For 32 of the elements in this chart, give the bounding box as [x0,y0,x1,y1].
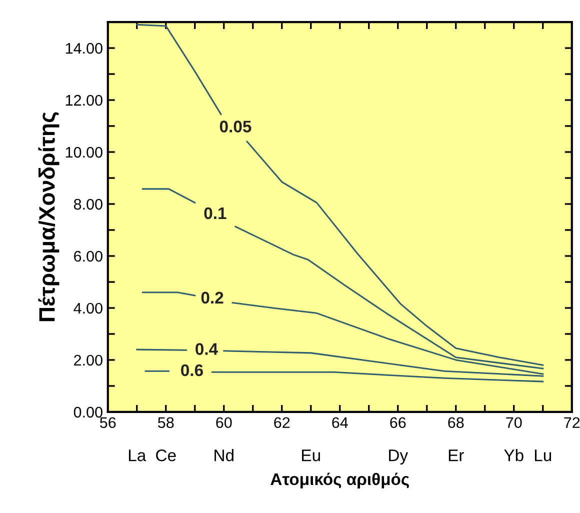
y-tick-label: 8.00 [74,198,102,210]
text: Lu [534,450,552,462]
x-tick-label: 56 [100,417,116,428]
y-tick-label: 6.00 [74,250,102,262]
text: Nd [214,449,234,462]
y-tick-label: 2.00 [74,354,102,366]
y-tick-label: 14.00 [66,42,102,54]
x-axis-title: Ατομικός αριθμός [270,472,409,488]
y-tick-label: 10.00 [66,146,102,158]
x-tick-label: 64 [332,417,348,428]
y-tick-label: 0.00 [74,406,102,418]
text: Dy [389,450,408,465]
x-tick-label: 68 [448,417,464,428]
y-axis-title: Πέτρωμα/Χονδρίτης [38,112,60,322]
x-tick-label: 60 [216,417,232,428]
x-tick-label: 72 [564,417,580,428]
x-tick-label: 70 [506,417,522,428]
text: Eu [302,450,320,462]
text: La [128,450,146,462]
x-tick-label: 58 [158,417,174,428]
series-label: 0.4 [196,343,218,355]
series-label: 0.6 [181,364,203,376]
x-tick-label: 62 [274,417,290,428]
text: Er [448,450,464,462]
text: Yb [504,449,524,462]
y-tick-label: 12.00 [66,94,102,106]
series-label: 0.05 [220,120,252,132]
series-label: 0.2 [201,292,224,304]
y-tick-label: 4.00 [74,302,102,314]
series-label: 0.1 [204,207,226,220]
x-tick-label: 66 [390,417,406,428]
text: Ce [156,449,176,462]
